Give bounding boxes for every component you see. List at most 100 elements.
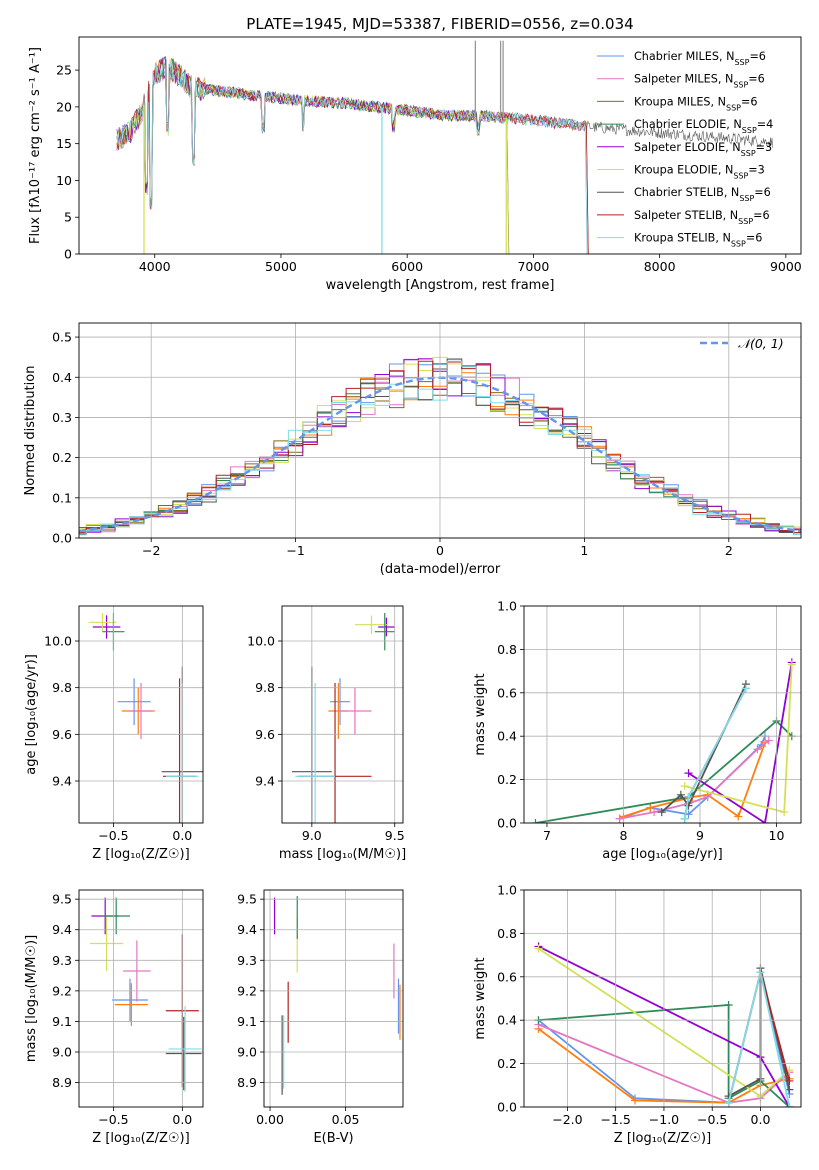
y-tick-label: 9.2 [237, 983, 257, 998]
y-tick-label: 8.9 [237, 1075, 257, 1090]
legend-entry: 𝒩(0, 1) [738, 336, 784, 351]
x-axis-label: age [log₁₀(age/yr)] [602, 847, 723, 862]
weight-series-line [688, 662, 793, 823]
axes-frame [281, 605, 404, 824]
x-tick-label: 0.0 [172, 828, 192, 843]
weight-marker [703, 792, 712, 801]
weight_vs_Z-plot-area [534, 942, 794, 1107]
y-tick-label: 9.6 [52, 727, 72, 742]
y-tick-label: 0.6 [497, 969, 517, 984]
y-tick-label: 0.0 [52, 531, 72, 546]
weight-series-line [661, 683, 747, 813]
weight-marker [650, 808, 659, 817]
y-tick-label: 5 [64, 210, 72, 225]
x-axis-label: mass [log₁₀(M/M☉)] [279, 847, 406, 862]
weight-marker [753, 745, 762, 754]
y-axis-label: Normed distribution [23, 366, 38, 496]
axes-frame [78, 322, 802, 539]
mass_vs_ebv-chart: 0.00 0.05 8.9 9.0 9.1 9.2 9.3 9.4 9.5 E(B-V) [237, 889, 404, 1146]
legend-entry: Kroupa STELIB, NSSP=6 [634, 232, 762, 249]
x-axis-label: Z [log₁₀(Z/Z☉)] [614, 1131, 711, 1146]
y-tick-label: 0.5 [52, 330, 72, 345]
y-axis-label: mass [log₁₀(M/M☉)] [24, 935, 39, 1062]
legend-entry: Salpeter ELODIE, NSSP=3 [634, 141, 772, 158]
y-tick-label: 9.5 [52, 892, 72, 907]
weight-marker [785, 1103, 794, 1107]
x-tick-label: 8 [619, 828, 627, 843]
y-tick-label: 1.0 [497, 599, 517, 614]
y-tick-label: 9.4 [255, 774, 275, 789]
x-tick-label: 8000 [644, 259, 676, 274]
x-tick-label: −2.0 [552, 1112, 582, 1127]
y-tick-label: 9.0 [52, 1044, 72, 1059]
axes-frame [523, 605, 802, 824]
weight-marker [780, 808, 789, 817]
legend-entry: Kroupa ELODIE, NSSP=3 [634, 164, 765, 181]
y-tick-label: 0.4 [497, 729, 517, 744]
x-tick-label: 9 [696, 828, 704, 843]
y-tick-label: 0.4 [497, 1013, 517, 1028]
y-axis-label: Flux [fλ10⁻¹⁷ erg cm⁻² s⁻¹ A⁻¹] [28, 47, 43, 244]
y-tick-label: 1.0 [497, 883, 517, 898]
y-tick-label: 20 [56, 99, 72, 114]
y-tick-label: 0 [64, 247, 72, 262]
x-tick-label: 0.0 [751, 1112, 771, 1127]
x-tick-label: 0 [436, 543, 444, 558]
y-tick-label: 0.0 [497, 816, 517, 831]
x-tick-label: −1.5 [601, 1112, 631, 1127]
y-axis-label: age [log₁₀(age/yr)] [24, 654, 39, 775]
weight_vs_Z-chart: −2.0 −1.5 −1.0 −0.5 0.0 0.0 0.2 0.4 0.6 0.8 1.0 Z [… [473, 883, 802, 1146]
x-tick-label: 0.0 [172, 1112, 192, 1127]
y-tick-label: 10.0 [44, 634, 72, 649]
weight-marker [534, 944, 543, 953]
weight_vs_age-chart: 7 8 9 10 0.0 0.2 0.4 0.6 0.8 1.0 age [log₁₀(age/yr… [473, 599, 802, 862]
figure-title: PLATE=1945, MJD=53387, FIBERID=0556, z=0… [246, 15, 633, 33]
y-tick-label: 10.0 [247, 634, 275, 649]
weight-marker [785, 1076, 794, 1085]
y-tick-label: 9.4 [52, 774, 72, 789]
x-tick-label: 9.0 [302, 828, 322, 843]
legend-entry: Salpeter MILES, NSSP=6 [634, 73, 765, 90]
weight-marker [724, 1098, 733, 1107]
weight-marker [680, 782, 689, 791]
residuals-chart: −2 −1 0 1 2 0.0 0.1 0.2 0.3 0.4 0.5 (data-model)/er… [23, 322, 802, 577]
x-axis-label: E(B-V) [313, 1131, 353, 1146]
y-tick-label: 9.1 [52, 1014, 72, 1029]
axes-frame [78, 889, 204, 1108]
axes-frame [263, 889, 404, 1108]
y-axis-label: mass weight [473, 957, 488, 1039]
x-tick-label: 1 [580, 543, 588, 558]
weight-marker [764, 736, 773, 745]
x-axis-label: wavelength [Angstrom, rest frame] [326, 278, 555, 293]
y-tick-label: 10 [56, 173, 72, 188]
weight-marker [615, 814, 624, 823]
weight-marker [657, 808, 666, 817]
weight-marker [684, 801, 693, 810]
x-axis-label: Z [log₁₀(Z/Z☉)] [92, 847, 189, 862]
legend-entry: Chabrier STELIB, NSSP=6 [634, 186, 771, 203]
mass_vs_Z-chart: −0.5 0.0 8.9 9.0 9.1 9.2 9.3 9.4 9.5 Z [log₁₀(Z/Z… [24, 889, 204, 1146]
weight-series-line [535, 719, 793, 823]
spectrum-plot-area [116, 40, 773, 254]
weight_vs_age-plot-area [531, 658, 796, 823]
y-tick-label: 0.8 [497, 926, 517, 941]
x-tick-label: 0.00 [256, 1112, 284, 1127]
weight-marker [531, 819, 540, 823]
y-tick-label: 9.4 [237, 922, 257, 937]
weight-marker [676, 790, 685, 799]
y-tick-label: 25 [56, 63, 72, 78]
y-tick-label: 9.3 [237, 953, 257, 968]
legend-entry: Salpeter STELIB, NSSP=6 [634, 209, 770, 226]
y-tick-label: 0.6 [497, 685, 517, 700]
x-tick-label: −0.5 [98, 1112, 128, 1127]
x-tick-label: 2 [725, 543, 733, 558]
weight-marker [724, 1001, 733, 1010]
weight-marker [787, 660, 796, 669]
legend-entry: Chabrier MILES, NSSP=6 [634, 50, 766, 67]
x-tick-label: −0.5 [98, 828, 128, 843]
y-tick-label: 8.9 [52, 1075, 72, 1090]
y-tick-label: 0.0 [497, 1100, 517, 1115]
weight-marker [630, 1096, 639, 1105]
y-tick-label: 9.1 [237, 1014, 257, 1029]
